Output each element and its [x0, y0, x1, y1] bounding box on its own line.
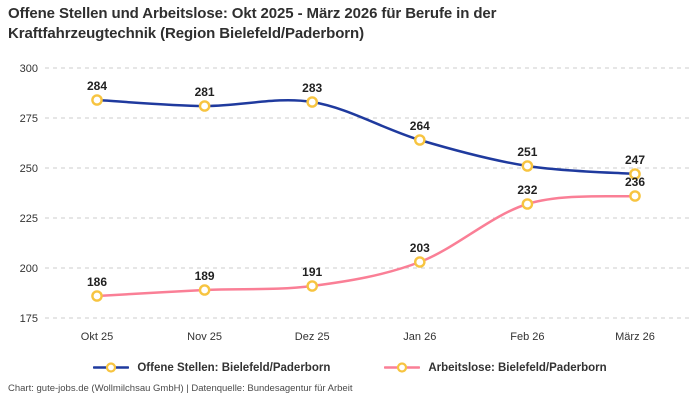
data-point-label: 284: [87, 79, 107, 93]
data-point-marker[interactable]: [413, 256, 426, 268]
data-point-marker[interactable]: [521, 198, 534, 210]
y-axis-tick-label: 300: [20, 63, 38, 75]
legend-label: Offene Stellen: Bielefeld/Paderborn: [137, 361, 331, 374]
data-point-marker[interactable]: [629, 190, 641, 202]
x-axis-tick-label: Dez 25: [295, 331, 330, 343]
data-point-label: 251: [517, 145, 537, 159]
data-point-marker[interactable]: [198, 100, 211, 112]
legend-label: Arbeitslose: Bielefeld/Paderborn: [428, 361, 607, 374]
data-point-marker[interactable]: [306, 280, 319, 292]
data-point-marker[interactable]: [306, 96, 319, 108]
y-axis-tick-label: 250: [20, 163, 38, 175]
data-point-label: 203: [410, 241, 430, 255]
legend-swatch-marker: [106, 362, 117, 373]
x-axis-tick-label: Feb 26: [510, 331, 544, 343]
data-point-marker[interactable]: [91, 94, 103, 106]
y-axis-tick-label: 275: [20, 113, 38, 125]
data-point-marker[interactable]: [521, 160, 534, 172]
data-point-marker[interactable]: [413, 134, 426, 146]
legend-swatch-icon: [384, 362, 421, 373]
data-point-label: 283: [302, 81, 322, 95]
data-point-marker[interactable]: [629, 168, 641, 180]
legend-item-offene-stellen-bielefeld-paderborn: Offene Stellen: Bielefeld/Paderborn: [93, 361, 330, 374]
data-point-marker[interactable]: [198, 284, 211, 296]
data-point-label: 264: [410, 119, 430, 133]
y-axis-tick-label: 200: [20, 263, 38, 275]
series-line-arbeitslose-bielefeld-paderborn: [95, 194, 637, 298]
series-line-offene-stellen-bielefeld-paderborn: [95, 98, 637, 176]
data-point-label: 247: [625, 153, 645, 167]
data-point-label: 281: [195, 85, 215, 99]
x-axis-tick-label: Okt 25: [81, 331, 113, 343]
data-point-label: 191: [302, 265, 322, 279]
legend-item-arbeitslose-bielefeld-paderborn: Arbeitslose: Bielefeld/Paderborn: [384, 361, 607, 374]
y-axis-tick-label: 175: [20, 313, 38, 325]
chart-legend: Offene Stellen: Bielefeld/Paderborn Arbei…: [0, 361, 700, 374]
legend-swatch-marker: [397, 362, 408, 373]
data-point-marker[interactable]: [91, 290, 103, 302]
x-axis-tick-label: Jan 26: [403, 331, 436, 343]
data-point-label: 186: [87, 275, 107, 289]
data-point-label: 189: [195, 269, 215, 283]
data-point-label: 232: [517, 183, 537, 197]
chart-title: Offene Stellen und Arbeitslose: Okt 2025…: [8, 5, 497, 43]
x-axis-tick-label: Nov 25: [187, 331, 222, 343]
chart-attribution: Chart: gute-jobs.de (Wollmilchsau GmbH) …: [8, 383, 353, 394]
legend-swatch-icon: [93, 362, 130, 373]
x-axis-tick-label: März 26: [615, 331, 655, 343]
data-point-label: 236: [625, 175, 645, 189]
y-axis-tick-label: 225: [20, 213, 38, 225]
